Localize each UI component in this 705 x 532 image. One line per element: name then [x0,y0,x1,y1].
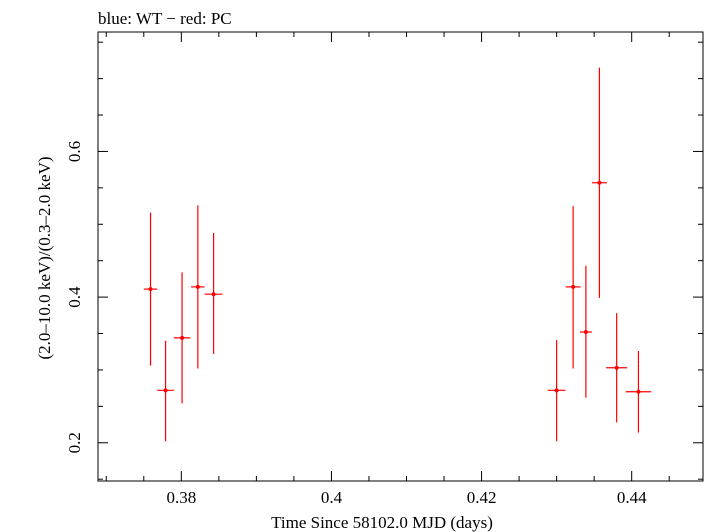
x-tick-label: 0.44 [617,488,647,507]
point-marker [636,389,641,394]
point-marker [614,365,619,370]
axes: 0.38 0.4 0.42 0.44 0.2 0.4 0.6 [65,31,704,507]
y-axis-label: (2.0–10.0 keV)/(0.3–2.0 keV) [35,156,54,359]
point-marker [148,287,153,292]
point-marker [597,180,602,185]
point-marker [583,330,588,335]
point-marker [571,284,576,289]
data-point [547,340,566,442]
x-tick-label: 0.38 [166,488,196,507]
y-tick-label: 0.2 [65,432,84,453]
data-point [579,265,592,398]
data-point [173,272,191,404]
y-tick-label: 0.6 [65,141,84,162]
x-axis-label: Time Since 58102.0 MJD (days) [271,513,493,532]
x-tick-label: 0.42 [467,488,497,507]
y-tick-label: 0.4 [65,286,84,308]
data-point [565,206,581,369]
data-point [191,205,205,369]
chart-title: blue: WT − red: PC [98,9,232,28]
data-point [591,67,607,298]
plot-frame [97,31,704,482]
data-point [204,233,223,354]
data-point [157,340,174,442]
data-point [143,212,158,366]
point-marker [211,292,216,297]
data-point [625,350,652,433]
point-marker [163,388,168,393]
point-marker [554,388,559,393]
x-tick-label: 0.4 [321,488,343,507]
point-marker [195,284,200,289]
data-point [606,313,628,423]
data-marks [143,67,652,442]
point-marker [180,335,185,340]
